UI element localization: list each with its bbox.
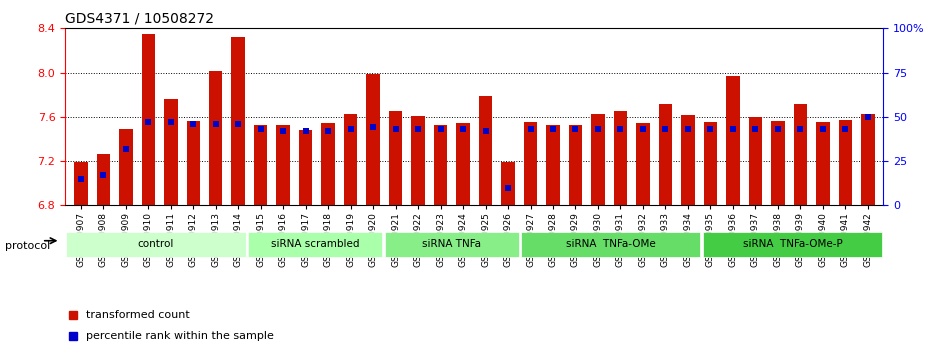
Bar [97,154,110,205]
Bar [749,117,762,205]
Text: siRNA  TNFa-OMe: siRNA TNFa-OMe [565,239,656,249]
Bar [569,125,582,205]
FancyBboxPatch shape [384,232,519,257]
Bar [726,76,739,205]
Bar [816,122,830,205]
Bar [479,96,492,205]
FancyBboxPatch shape [248,232,382,257]
Bar [119,129,133,205]
Bar [636,124,650,205]
Bar [322,124,335,205]
Bar [771,121,785,205]
Bar [681,115,695,205]
Bar [209,72,222,205]
Bar [546,125,560,205]
Text: protocol: protocol [5,241,50,251]
FancyBboxPatch shape [703,232,883,257]
Bar [704,122,717,205]
Bar [658,104,672,205]
Bar [164,99,178,205]
Bar [299,130,312,205]
Text: siRNA  TNFa-OMe-P: siRNA TNFa-OMe-P [743,239,843,249]
Bar [591,114,604,205]
Bar [366,74,379,205]
Text: siRNA TNFa: siRNA TNFa [422,239,481,249]
Bar [614,111,627,205]
Text: siRNA scrambled: siRNA scrambled [271,239,359,249]
Bar [141,34,155,205]
Bar [839,120,852,205]
Bar [433,125,447,205]
Bar [187,121,200,205]
Bar [411,116,425,205]
Bar [861,114,874,205]
Bar [254,125,268,205]
FancyBboxPatch shape [66,232,246,257]
Text: GDS4371 / 10508272: GDS4371 / 10508272 [65,12,214,26]
Bar [501,162,515,205]
Text: percentile rank within the sample: percentile rank within the sample [86,331,273,341]
Text: transformed count: transformed count [86,310,190,320]
Bar [232,37,245,205]
Bar [457,124,470,205]
Bar [524,122,538,205]
Bar [344,114,357,205]
FancyBboxPatch shape [521,232,700,257]
Bar [793,104,807,205]
Bar [389,111,403,205]
Bar [276,125,290,205]
Bar [74,162,87,205]
Text: control: control [138,239,174,249]
